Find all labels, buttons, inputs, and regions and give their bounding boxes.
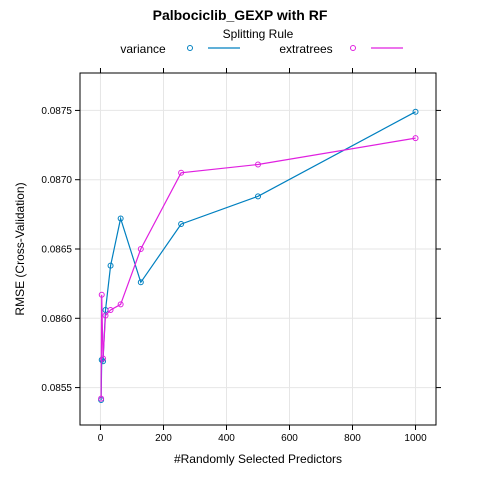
extratrees-point — [98, 395, 105, 402]
extratrees-point — [412, 135, 419, 142]
extratrees-point — [137, 246, 144, 252]
y-tick-label: 0.0875 — [41, 106, 72, 117]
legend-label-variance: variance — [120, 42, 166, 56]
series-layer — [98, 108, 419, 404]
extratrees-point — [255, 161, 261, 168]
extratrees-line — [100, 137, 416, 399]
variance-point — [137, 279, 144, 286]
variance-point — [117, 215, 124, 222]
x-tick-label: 1000 — [404, 433, 427, 444]
y-tick-label: 0.0855 — [41, 383, 72, 394]
extratrees-point — [98, 291, 105, 298]
y-axis-label: RMSE (Cross-Validation) — [13, 182, 27, 315]
y-tick-label: 0.0860 — [41, 314, 72, 325]
variance-point — [99, 358, 106, 365]
extratrees-point — [107, 306, 114, 313]
x-axis-label: #Randomly Selected Predictors — [174, 452, 342, 466]
legend-title: Splitting Rule — [223, 27, 294, 41]
variance-line — [100, 111, 416, 401]
grid — [80, 73, 436, 425]
variance-point — [412, 108, 419, 115]
variance-point — [255, 193, 261, 200]
x-tick-label: 0 — [98, 433, 104, 444]
x-tick-label: 600 — [281, 433, 298, 444]
chart-title: Palbociclib_GEXP with RF — [153, 7, 328, 23]
extratrees-point — [99, 355, 106, 362]
variance-point — [178, 221, 185, 228]
legend: variance extratrees — [120, 42, 403, 56]
y-tick-label: 0.0865 — [41, 245, 72, 256]
x-tick-label: 200 — [155, 433, 172, 444]
variance-point — [107, 262, 114, 269]
x-tick-label: 400 — [218, 433, 235, 444]
axes: 0 200 400 600 800 1000 0.0855 0.0860 0.0865 0.087… — [41, 68, 441, 444]
x-tick-label: 800 — [344, 433, 361, 444]
extratrees-point — [117, 301, 124, 308]
extratrees-point — [178, 169, 185, 176]
legend-marker-variance — [187, 45, 193, 51]
y-tick-label: 0.0870 — [41, 175, 72, 186]
legend-label-extratrees: extratrees — [279, 42, 332, 56]
legend-marker-extratrees — [350, 45, 356, 51]
extratrees-point — [102, 312, 109, 319]
